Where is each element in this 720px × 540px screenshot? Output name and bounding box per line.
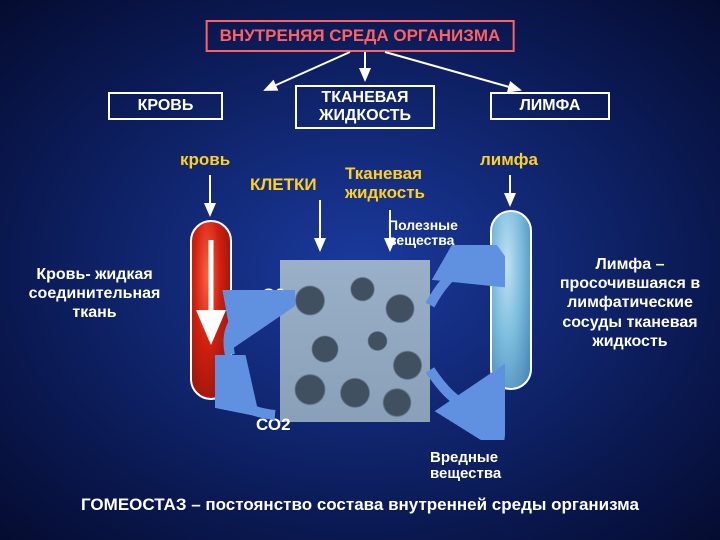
col-label-cells: КЛЕТКИ	[250, 175, 317, 195]
desc-lymph: Лимфа – просочившаяся в лимфатические со…	[545, 255, 715, 351]
label-harmful: Вредные вещества	[430, 450, 530, 482]
arrow-lymph-down	[500, 175, 520, 210]
curved-arrow-lymph-bottom	[420, 360, 505, 440]
box-tissue-fluid: ТКАНЕВАЯ ЖИДКОСТЬ	[295, 85, 435, 129]
arrow-title-to-tissue	[355, 50, 375, 85]
diagram-title: ВНУТРЕНЯЯ СРЕДА ОРГАНИЗМА	[206, 20, 515, 52]
box-blood: КРОВЬ	[108, 92, 223, 120]
curved-arrow-lymph-top	[420, 245, 505, 325]
col-label-blood: кровь	[180, 150, 230, 170]
tissue-cells-image	[280, 260, 430, 422]
col-label-tissue-fluid: Тканевая жидкость	[345, 165, 445, 202]
col-label-lymph: лимфа	[480, 150, 538, 170]
desc-blood: Кровь- жидкая соединительная ткань	[12, 265, 177, 323]
homeostasis-text: ГОМЕОСТАЗ – постоянство состава внутренн…	[30, 495, 690, 515]
label-useful: Полезные вещества	[388, 218, 488, 247]
arrow-cells-down	[310, 200, 330, 255]
curved-arrow-blood-bottom	[215, 355, 295, 435]
arrow-blood-down	[200, 175, 220, 220]
box-lymph: ЛИМФА	[490, 92, 610, 120]
